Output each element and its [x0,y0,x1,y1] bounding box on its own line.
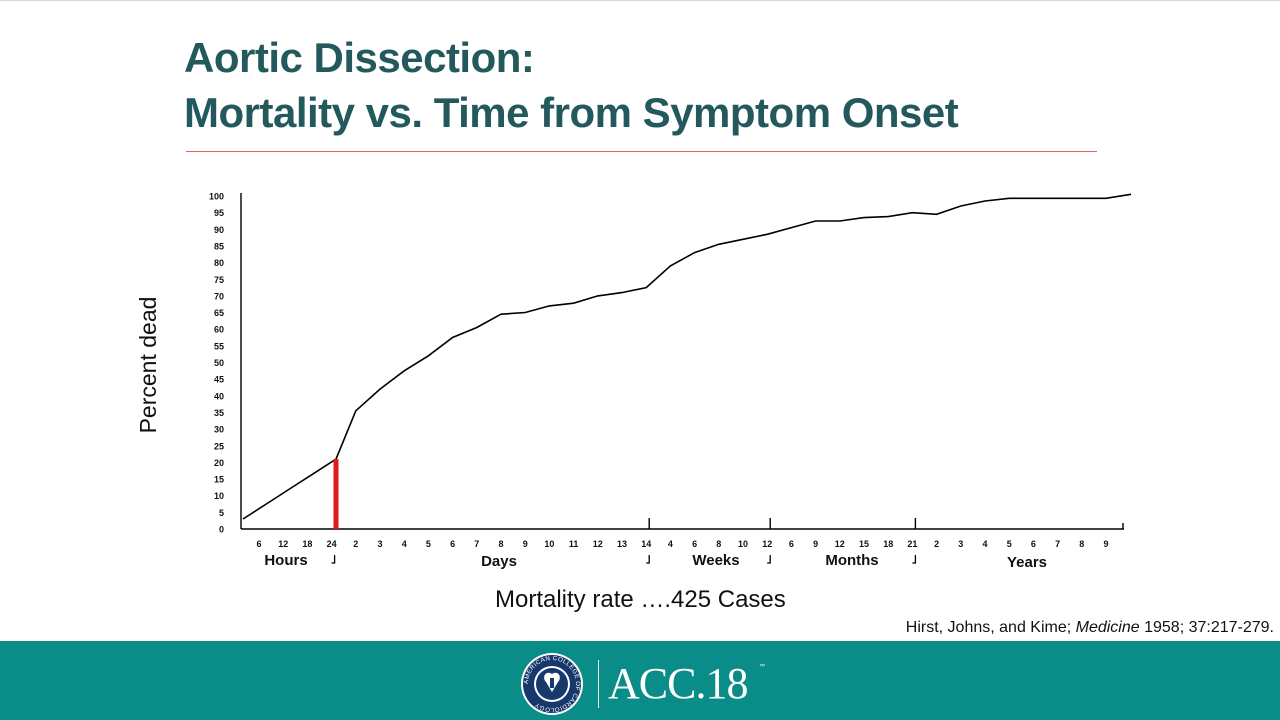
mortality-series-line [242,193,1132,520]
x-tick-label: 8 [498,539,503,549]
x-tick-label: 12 [278,539,288,549]
acc-seal-logo: AMERICAN COLLEGE OF CARDIOLOGY [521,653,583,715]
chart-caption: Mortality rate ….425 Cases [495,586,786,613]
slide-title-line2: Mortality vs. Time from Symptom Onset [184,89,959,136]
acc-brand: ACC.18 [608,659,748,708]
x-tick-label: 10 [738,539,748,549]
x-tick-label: 4 [982,539,987,549]
y-tick-label: 65 [214,308,224,318]
x-tick-label: 12 [835,539,845,549]
x-tick-label: 18 [883,539,893,549]
y-tick-label: 70 [214,291,224,301]
slide-title: Aortic Dissection: Mortality vs. Time fr… [184,30,959,140]
x-tick-label: 4 [402,539,407,549]
y-tick-label: 55 [214,341,224,351]
highlight-24-hour-bar [333,459,339,529]
x-tick-label: 7 [1055,539,1060,549]
x-tick-label: 6 [789,539,794,549]
x-tick-label: 6 [450,539,455,549]
x-tick-label: 8 [1079,539,1084,549]
segment-bracket [912,555,917,564]
citation: Hirst, Johns, and Kime; Medicine 1958; 3… [906,619,1274,637]
x-tick-label: 2 [934,539,939,549]
segment-label-hours: Hours [264,552,307,569]
x-tick-label: 6 [692,539,697,549]
y-tick-label: 90 [214,225,224,235]
x-tick-label: 15 [859,539,869,549]
y-tick-label: 30 [214,425,224,435]
y-tick-label: 20 [214,458,224,468]
x-tick-label: 11 [569,539,579,549]
x-tick-label: 9 [1103,539,1108,549]
x-tick-label: 3 [958,539,963,549]
y-tick-label: 50 [214,358,224,368]
citation-authors: Hirst, Johns, and Kime; [905,619,1076,636]
x-tick-label: 4 [668,539,673,549]
segment-bracket [646,555,650,564]
x-tick-label: 10 [544,539,554,549]
mortality-chart: 0510152025303540455055606570758085909510… [209,192,1132,571]
x-tick-label: 9 [813,539,818,549]
slide-title-line1: Aortic Dissection: [184,34,535,81]
x-tick-label: 21 [907,539,917,549]
segment-label-years: Years [1007,554,1047,571]
y-tick-label: 15 [214,475,224,485]
y-tick-label: 10 [214,491,224,501]
x-tick-label: 6 [256,539,261,549]
x-tick-label: 18 [302,539,312,549]
y-tick-label: 0 [219,525,224,535]
citation-details: 1958; 37:217-279. [1139,619,1274,636]
y-tick-label: 85 [214,241,224,251]
segment-label-days: Days [481,553,517,570]
x-tick-label: 12 [762,539,772,549]
y-tick-label: 40 [214,391,224,401]
x-tick-label: 9 [523,539,528,549]
x-tick-label: 7 [474,539,479,549]
y-tick-label: 45 [214,375,224,385]
segment-bracket [331,555,336,564]
x-tick-label: 6 [1031,539,1036,549]
top-border [0,0,1280,1]
segment-label-months: Months [825,552,878,569]
y-tick-label: 25 [214,441,224,451]
y-tick-label: 35 [214,408,224,418]
x-tick-label: 5 [426,539,431,549]
y-axis-label: Percent dead [135,296,161,434]
segment-label-weeks: Weeks [692,552,739,569]
footer-bar [0,641,1280,720]
title-underline [186,151,1097,152]
x-tick-label: 8 [716,539,721,549]
y-tick-label: 80 [214,258,224,268]
x-tick-label: 13 [617,539,627,549]
y-tick-label: 75 [214,275,224,285]
x-tick-label: 14 [641,539,651,549]
citation-journal: Medicine [1075,619,1140,636]
y-tick-label: 60 [214,325,224,335]
brand-trademark: ™ [759,664,765,670]
y-tick-label: 5 [219,508,224,518]
y-tick-label: 100 [209,192,224,202]
x-tick-label: 2 [353,539,358,549]
brand-divider [598,660,599,708]
x-tick-label: 5 [1007,539,1012,549]
x-tick-label: 24 [327,539,337,549]
x-tick-label: 12 [593,539,603,549]
segment-bracket [767,555,771,564]
y-tick-label: 95 [214,208,224,218]
x-tick-label: 3 [377,539,382,549]
